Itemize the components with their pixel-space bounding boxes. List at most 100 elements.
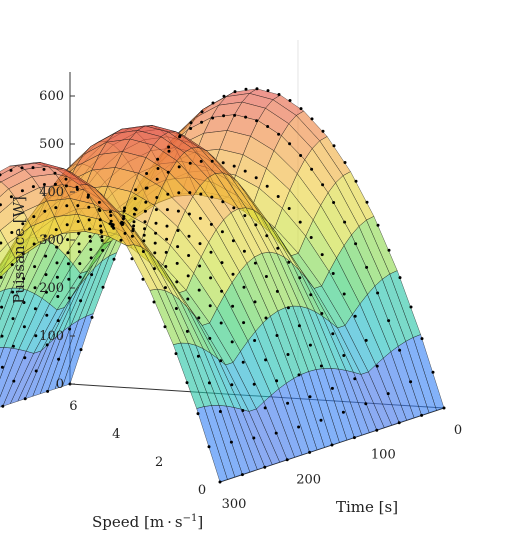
measured-point <box>112 257 116 261</box>
measured-point <box>55 275 59 279</box>
measured-point <box>330 443 334 447</box>
measured-point <box>34 369 38 373</box>
measured-point <box>331 272 335 275</box>
measured-point <box>143 209 147 213</box>
measured-point <box>241 360 245 364</box>
measured-point <box>68 327 72 331</box>
measured-point <box>20 166 24 170</box>
measured-point <box>277 132 281 136</box>
measured-point <box>255 119 259 123</box>
measured-point <box>88 239 92 243</box>
measured-point <box>0 173 2 177</box>
measured-point <box>230 340 234 344</box>
measured-point <box>11 317 15 321</box>
measured-point <box>253 261 257 265</box>
measured-point <box>32 242 36 246</box>
measured-point <box>343 220 347 224</box>
measured-point <box>44 273 48 277</box>
measured-point <box>252 382 256 386</box>
measured-point <box>321 129 325 133</box>
measured-point <box>55 245 59 249</box>
measured-point <box>308 450 312 454</box>
surface-cell <box>0 198 24 231</box>
measured-point <box>11 344 15 348</box>
z-tick-label: 400 <box>39 185 64 200</box>
measured-point <box>244 87 248 91</box>
measured-point <box>231 272 235 276</box>
measured-point <box>299 107 303 111</box>
measured-point <box>231 304 235 308</box>
measured-point <box>119 221 123 225</box>
surface-cell <box>0 230 8 253</box>
measured-point <box>175 280 179 284</box>
measured-point <box>43 234 47 238</box>
x-tick-label: 0 <box>454 423 462 438</box>
measured-point <box>244 115 248 119</box>
measured-point <box>0 203 2 207</box>
measured-point <box>32 215 36 219</box>
measured-point <box>233 90 237 94</box>
measured-point <box>255 87 259 91</box>
measured-point <box>219 359 223 363</box>
measured-point <box>200 120 204 124</box>
measured-point <box>242 249 246 253</box>
measured-point <box>208 304 212 308</box>
y-tick-label: 6 <box>69 399 77 414</box>
measured-point <box>0 305 4 309</box>
measured-point <box>286 401 290 405</box>
measured-point <box>299 154 303 157</box>
measured-point <box>242 321 246 325</box>
measured-point <box>9 195 13 199</box>
measured-point <box>387 319 391 323</box>
measured-point <box>34 334 38 338</box>
measured-point <box>188 191 192 195</box>
measured-point <box>330 386 334 390</box>
surface-cell <box>0 255 23 278</box>
measured-point <box>79 348 83 352</box>
measured-point <box>67 296 71 300</box>
measured-point <box>319 418 323 422</box>
surface-cell <box>0 181 9 197</box>
measured-point <box>353 314 357 318</box>
measured-point <box>185 329 189 333</box>
measured-point <box>130 257 134 261</box>
measured-point <box>186 297 190 301</box>
measured-point <box>187 254 191 257</box>
measured-point <box>9 168 13 172</box>
measured-point <box>189 127 193 130</box>
measured-point <box>174 307 178 310</box>
measured-point <box>22 325 26 329</box>
measured-point <box>185 381 189 385</box>
measured-point <box>12 379 16 383</box>
measured-point <box>42 183 46 186</box>
measured-point <box>154 208 158 212</box>
measured-point <box>386 392 390 396</box>
measured-point <box>211 116 215 120</box>
x-tick-label: 200 <box>296 472 321 487</box>
measured-point <box>252 436 256 440</box>
measured-point <box>242 285 246 289</box>
measured-point <box>320 312 324 315</box>
measured-point <box>276 246 280 250</box>
measured-point <box>266 125 270 128</box>
measured-point <box>207 381 211 385</box>
measured-point <box>409 305 413 309</box>
surface-cell <box>0 349 27 408</box>
measured-point <box>409 380 413 384</box>
measured-point <box>53 171 57 175</box>
measured-point <box>154 221 158 225</box>
measured-point <box>77 232 81 235</box>
measured-point <box>44 290 48 294</box>
measured-point <box>231 239 235 243</box>
measured-point <box>156 157 160 161</box>
measured-point <box>87 205 91 209</box>
measured-point <box>275 379 279 383</box>
surface-cell <box>0 243 16 274</box>
measured-point <box>287 207 291 210</box>
measured-point <box>176 245 180 249</box>
measured-point <box>143 227 147 231</box>
measured-point <box>143 220 147 224</box>
surface-cell <box>0 347 12 380</box>
measured-point <box>233 113 237 117</box>
measured-point <box>264 316 268 320</box>
